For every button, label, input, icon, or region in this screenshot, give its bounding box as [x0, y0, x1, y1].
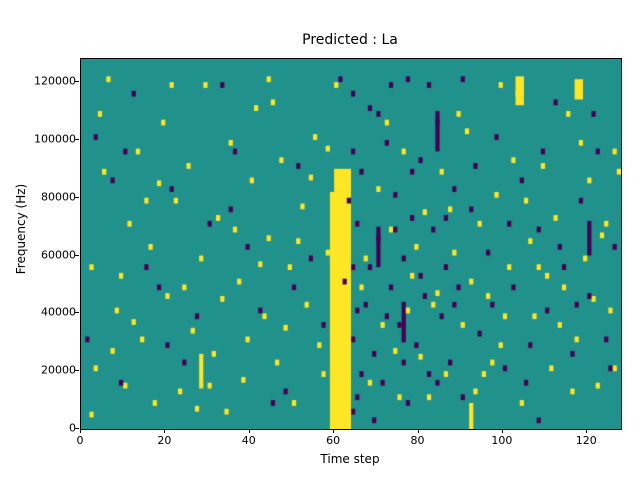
- x-tick-mark: [248, 429, 250, 433]
- y-tick-label: 0: [69, 421, 76, 435]
- y-tick-mark: [75, 428, 79, 429]
- y-tick-mark: [75, 370, 79, 372]
- y-tick-mark: [75, 138, 79, 140]
- x-tick-mark: [586, 429, 588, 433]
- x-tick-label: 60: [326, 434, 341, 447]
- y-tick-mark: [75, 312, 79, 314]
- x-tick-label: 0: [76, 434, 84, 447]
- y-tick-label: 120000: [34, 74, 76, 88]
- x-axis-label: Time step: [320, 452, 380, 466]
- y-tick-mark: [75, 81, 79, 83]
- plot-area: [80, 58, 622, 430]
- y-tick-label: 60000: [41, 248, 76, 262]
- y-tick-label: 100000: [34, 132, 76, 146]
- x-tick-mark: [417, 429, 419, 433]
- y-tick-label: 20000: [41, 363, 76, 377]
- x-tick-label: 100: [491, 434, 513, 447]
- y-axis-label: Frequency (Hz): [14, 183, 28, 275]
- x-tick-mark: [80, 429, 81, 433]
- x-tick-mark: [501, 429, 503, 433]
- y-tick-mark: [75, 254, 79, 256]
- x-tick-label: 80: [410, 434, 425, 447]
- x-tick-label: 120: [575, 434, 597, 447]
- x-tick-label: 20: [157, 434, 172, 447]
- chart-title: Predicted : La: [302, 32, 398, 48]
- heatmap-canvas: [81, 59, 621, 429]
- y-tick-label: 40000: [41, 305, 76, 319]
- y-tick-mark: [75, 196, 79, 198]
- x-tick-mark: [333, 429, 335, 433]
- y-tick-label: 80000: [41, 190, 76, 204]
- x-tick-label: 40: [241, 434, 256, 447]
- x-tick-mark: [164, 429, 166, 433]
